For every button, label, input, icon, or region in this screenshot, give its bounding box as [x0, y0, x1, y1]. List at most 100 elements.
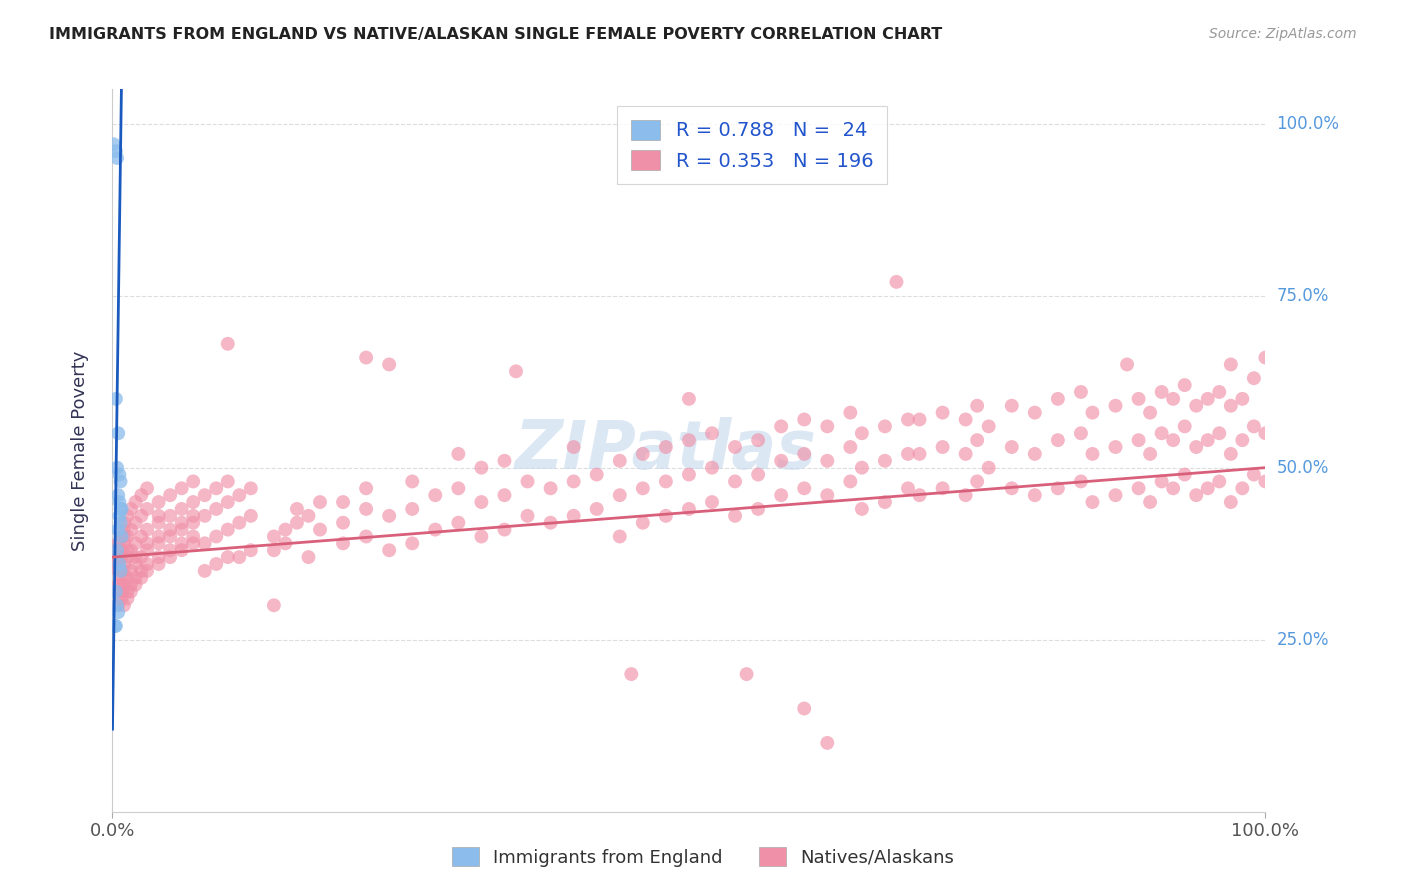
Point [111, 550, 134, 565]
Point [1024, 406, 1046, 420]
Point [585, 502, 607, 516]
Point [159, 543, 181, 558]
Point [815, 488, 838, 502]
Point [966, 433, 988, 447]
Point [897, 447, 920, 461]
Point [181, 516, 204, 530]
Point [148, 550, 170, 565]
Point [263, 529, 285, 543]
Point [1243, 467, 1265, 482]
Y-axis label: Single Female Poverty: Single Female Poverty [70, 351, 89, 550]
Point [631, 516, 654, 530]
Point [770, 488, 793, 502]
Point [285, 516, 308, 530]
Point [129, 571, 153, 585]
Point [124, 495, 146, 509]
Point [1150, 426, 1173, 441]
Point [1046, 433, 1069, 447]
Point [120, 502, 142, 516]
Point [425, 488, 447, 502]
Point [1081, 495, 1104, 509]
Point [839, 406, 862, 420]
Point [839, 440, 862, 454]
Point [274, 536, 297, 550]
Point [1254, 475, 1277, 489]
Point [1104, 440, 1126, 454]
Point [955, 447, 977, 461]
Point [205, 481, 228, 495]
Point [107, 536, 129, 550]
Point [1232, 433, 1254, 447]
Point [1208, 426, 1230, 441]
Point [425, 523, 447, 537]
Point [159, 523, 181, 537]
Point [103, 137, 125, 152]
Point [297, 550, 319, 565]
Point [120, 584, 142, 599]
Point [378, 508, 401, 523]
Point [111, 591, 134, 606]
Point [1243, 419, 1265, 434]
Point [117, 529, 139, 543]
Point [724, 508, 747, 523]
Point [516, 508, 538, 523]
Point [107, 599, 129, 613]
Point [107, 557, 129, 571]
Point [1128, 392, 1150, 406]
Point [181, 508, 204, 523]
Point [747, 502, 769, 516]
Point [655, 475, 678, 489]
Point [609, 488, 631, 502]
Point [966, 475, 988, 489]
Point [124, 516, 146, 530]
Point [332, 536, 354, 550]
Point [1070, 475, 1092, 489]
Point [1104, 399, 1126, 413]
Point [447, 516, 470, 530]
Point [1174, 419, 1197, 434]
Point [217, 495, 239, 509]
Point [332, 516, 354, 530]
Point [678, 467, 700, 482]
Point [194, 536, 217, 550]
Point [1185, 440, 1208, 454]
Point [136, 523, 159, 537]
Point [111, 529, 134, 543]
Point [205, 502, 228, 516]
Point [136, 502, 159, 516]
Point [159, 488, 181, 502]
Point [470, 495, 492, 509]
Point [108, 467, 131, 482]
Point [194, 564, 217, 578]
Point [1139, 495, 1161, 509]
Point [1150, 475, 1173, 489]
Point [401, 502, 423, 516]
Point [105, 151, 128, 165]
Text: 75.0%: 75.0% [1277, 286, 1329, 305]
Point [170, 502, 193, 516]
Point [1081, 447, 1104, 461]
Point [112, 557, 135, 571]
Point [105, 460, 128, 475]
Point [1232, 392, 1254, 406]
Legend: R = 0.788   N =  24, R = 0.353   N = 196: R = 0.788 N = 24, R = 0.353 N = 196 [617, 106, 887, 184]
Point [678, 502, 700, 516]
Point [354, 529, 377, 543]
Point [401, 475, 423, 489]
Point [107, 426, 129, 441]
Point [815, 419, 838, 434]
Point [494, 454, 516, 468]
Point [159, 529, 181, 543]
Point [107, 488, 129, 502]
Point [194, 488, 217, 502]
Point [1046, 392, 1069, 406]
Point [1161, 433, 1184, 447]
Point [239, 543, 262, 558]
Point [285, 502, 308, 516]
Point [793, 412, 815, 426]
Point [977, 460, 1000, 475]
Point [112, 599, 135, 613]
Point [129, 529, 153, 543]
Point [1128, 481, 1150, 495]
Point [107, 584, 129, 599]
